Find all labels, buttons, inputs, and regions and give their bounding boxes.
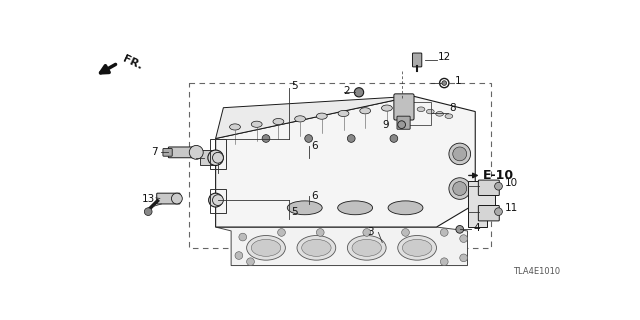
- Circle shape: [239, 233, 246, 241]
- Circle shape: [278, 228, 285, 236]
- Ellipse shape: [287, 201, 322, 215]
- Text: FR.: FR.: [121, 54, 144, 72]
- Circle shape: [212, 195, 223, 205]
- Circle shape: [246, 258, 254, 266]
- Polygon shape: [216, 227, 467, 266]
- Ellipse shape: [452, 147, 467, 161]
- FancyBboxPatch shape: [412, 53, 422, 67]
- Ellipse shape: [338, 110, 349, 116]
- Text: 8: 8: [450, 103, 456, 114]
- Ellipse shape: [360, 108, 371, 114]
- Text: 11: 11: [505, 203, 518, 213]
- Ellipse shape: [449, 143, 470, 165]
- Text: 3: 3: [367, 228, 373, 237]
- FancyBboxPatch shape: [168, 147, 195, 158]
- Circle shape: [355, 88, 364, 97]
- Text: 12: 12: [438, 52, 451, 62]
- Ellipse shape: [209, 193, 223, 207]
- FancyBboxPatch shape: [394, 94, 414, 120]
- Text: 13: 13: [142, 194, 156, 204]
- Ellipse shape: [436, 112, 444, 116]
- Circle shape: [189, 145, 204, 159]
- Ellipse shape: [301, 239, 331, 256]
- Text: 5: 5: [292, 207, 298, 217]
- Circle shape: [305, 135, 312, 142]
- Ellipse shape: [252, 121, 262, 127]
- Text: TLA4E1010: TLA4E1010: [513, 267, 561, 276]
- Polygon shape: [216, 96, 413, 139]
- Bar: [189, 83, 491, 248]
- Text: 9: 9: [382, 120, 389, 130]
- Ellipse shape: [381, 105, 392, 111]
- Text: 10: 10: [505, 178, 518, 188]
- FancyBboxPatch shape: [163, 148, 172, 156]
- Circle shape: [402, 228, 410, 236]
- Ellipse shape: [452, 182, 467, 196]
- Ellipse shape: [403, 239, 432, 256]
- Ellipse shape: [348, 236, 386, 260]
- Text: 7: 7: [151, 147, 158, 156]
- Circle shape: [495, 208, 502, 215]
- Circle shape: [172, 193, 182, 204]
- Ellipse shape: [445, 114, 452, 118]
- Circle shape: [348, 135, 355, 142]
- FancyBboxPatch shape: [478, 180, 499, 196]
- Polygon shape: [216, 96, 476, 227]
- Circle shape: [316, 228, 324, 236]
- Ellipse shape: [352, 239, 381, 256]
- Circle shape: [390, 135, 397, 142]
- Ellipse shape: [273, 118, 284, 124]
- Polygon shape: [200, 150, 216, 165]
- Circle shape: [440, 258, 448, 266]
- Ellipse shape: [208, 150, 223, 165]
- Text: 6: 6: [311, 191, 317, 201]
- FancyBboxPatch shape: [157, 193, 180, 204]
- Circle shape: [212, 152, 223, 163]
- FancyBboxPatch shape: [478, 205, 499, 221]
- Text: 6: 6: [311, 141, 317, 151]
- Circle shape: [440, 228, 448, 236]
- Text: 1: 1: [454, 76, 461, 86]
- Text: 2: 2: [344, 86, 350, 96]
- Circle shape: [363, 228, 371, 236]
- Circle shape: [397, 121, 406, 129]
- Polygon shape: [467, 181, 495, 227]
- Ellipse shape: [294, 116, 305, 122]
- Ellipse shape: [252, 239, 281, 256]
- Circle shape: [145, 208, 152, 215]
- Ellipse shape: [230, 124, 241, 130]
- Ellipse shape: [417, 107, 425, 112]
- Ellipse shape: [388, 201, 423, 215]
- Ellipse shape: [297, 236, 336, 260]
- Circle shape: [456, 226, 463, 233]
- Ellipse shape: [338, 201, 372, 215]
- Text: 5: 5: [292, 81, 298, 91]
- Circle shape: [262, 135, 270, 142]
- Ellipse shape: [449, 178, 470, 199]
- Circle shape: [495, 182, 502, 190]
- FancyBboxPatch shape: [397, 116, 410, 129]
- Circle shape: [460, 235, 467, 243]
- Text: 4: 4: [474, 223, 481, 233]
- Text: E-10: E-10: [483, 169, 514, 182]
- Circle shape: [235, 252, 243, 260]
- Ellipse shape: [426, 109, 434, 114]
- Ellipse shape: [246, 236, 285, 260]
- Circle shape: [442, 81, 447, 85]
- Circle shape: [460, 254, 467, 262]
- Ellipse shape: [316, 113, 327, 119]
- Ellipse shape: [397, 236, 436, 260]
